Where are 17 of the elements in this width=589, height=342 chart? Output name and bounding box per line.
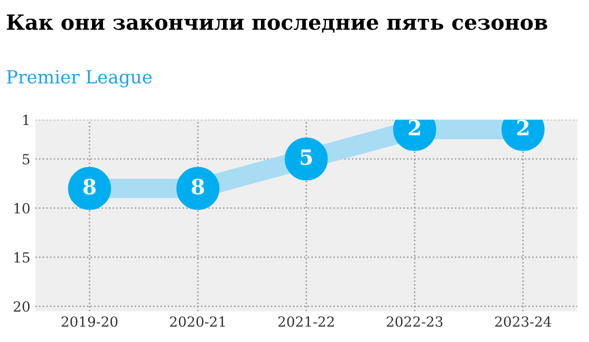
chart-title: Как они закончили последние пять сезонов xyxy=(6,14,548,33)
x-tick-label: 2021-22 xyxy=(278,316,334,327)
y-tick-label: 1 xyxy=(23,114,29,125)
x-tick-label: 2023-24 xyxy=(495,316,552,327)
data-label: 2 xyxy=(517,120,528,136)
y-tick-label: 5 xyxy=(22,154,30,164)
y-tick-label: 10 xyxy=(14,203,30,214)
y-tick-label: 15 xyxy=(14,252,30,263)
data-label: 8 xyxy=(83,178,96,194)
data-label: 8 xyxy=(192,178,204,194)
y-tick-label: 20 xyxy=(14,301,30,312)
data-label: 2 xyxy=(408,120,420,136)
x-tick-label: 2020-21 xyxy=(170,316,225,327)
data-label: 5 xyxy=(300,150,312,166)
x-tick-label: 2019-20 xyxy=(62,316,118,327)
x-tick-label: 2022-23 xyxy=(386,316,442,327)
chart-subtitle: Premier League xyxy=(6,70,152,88)
